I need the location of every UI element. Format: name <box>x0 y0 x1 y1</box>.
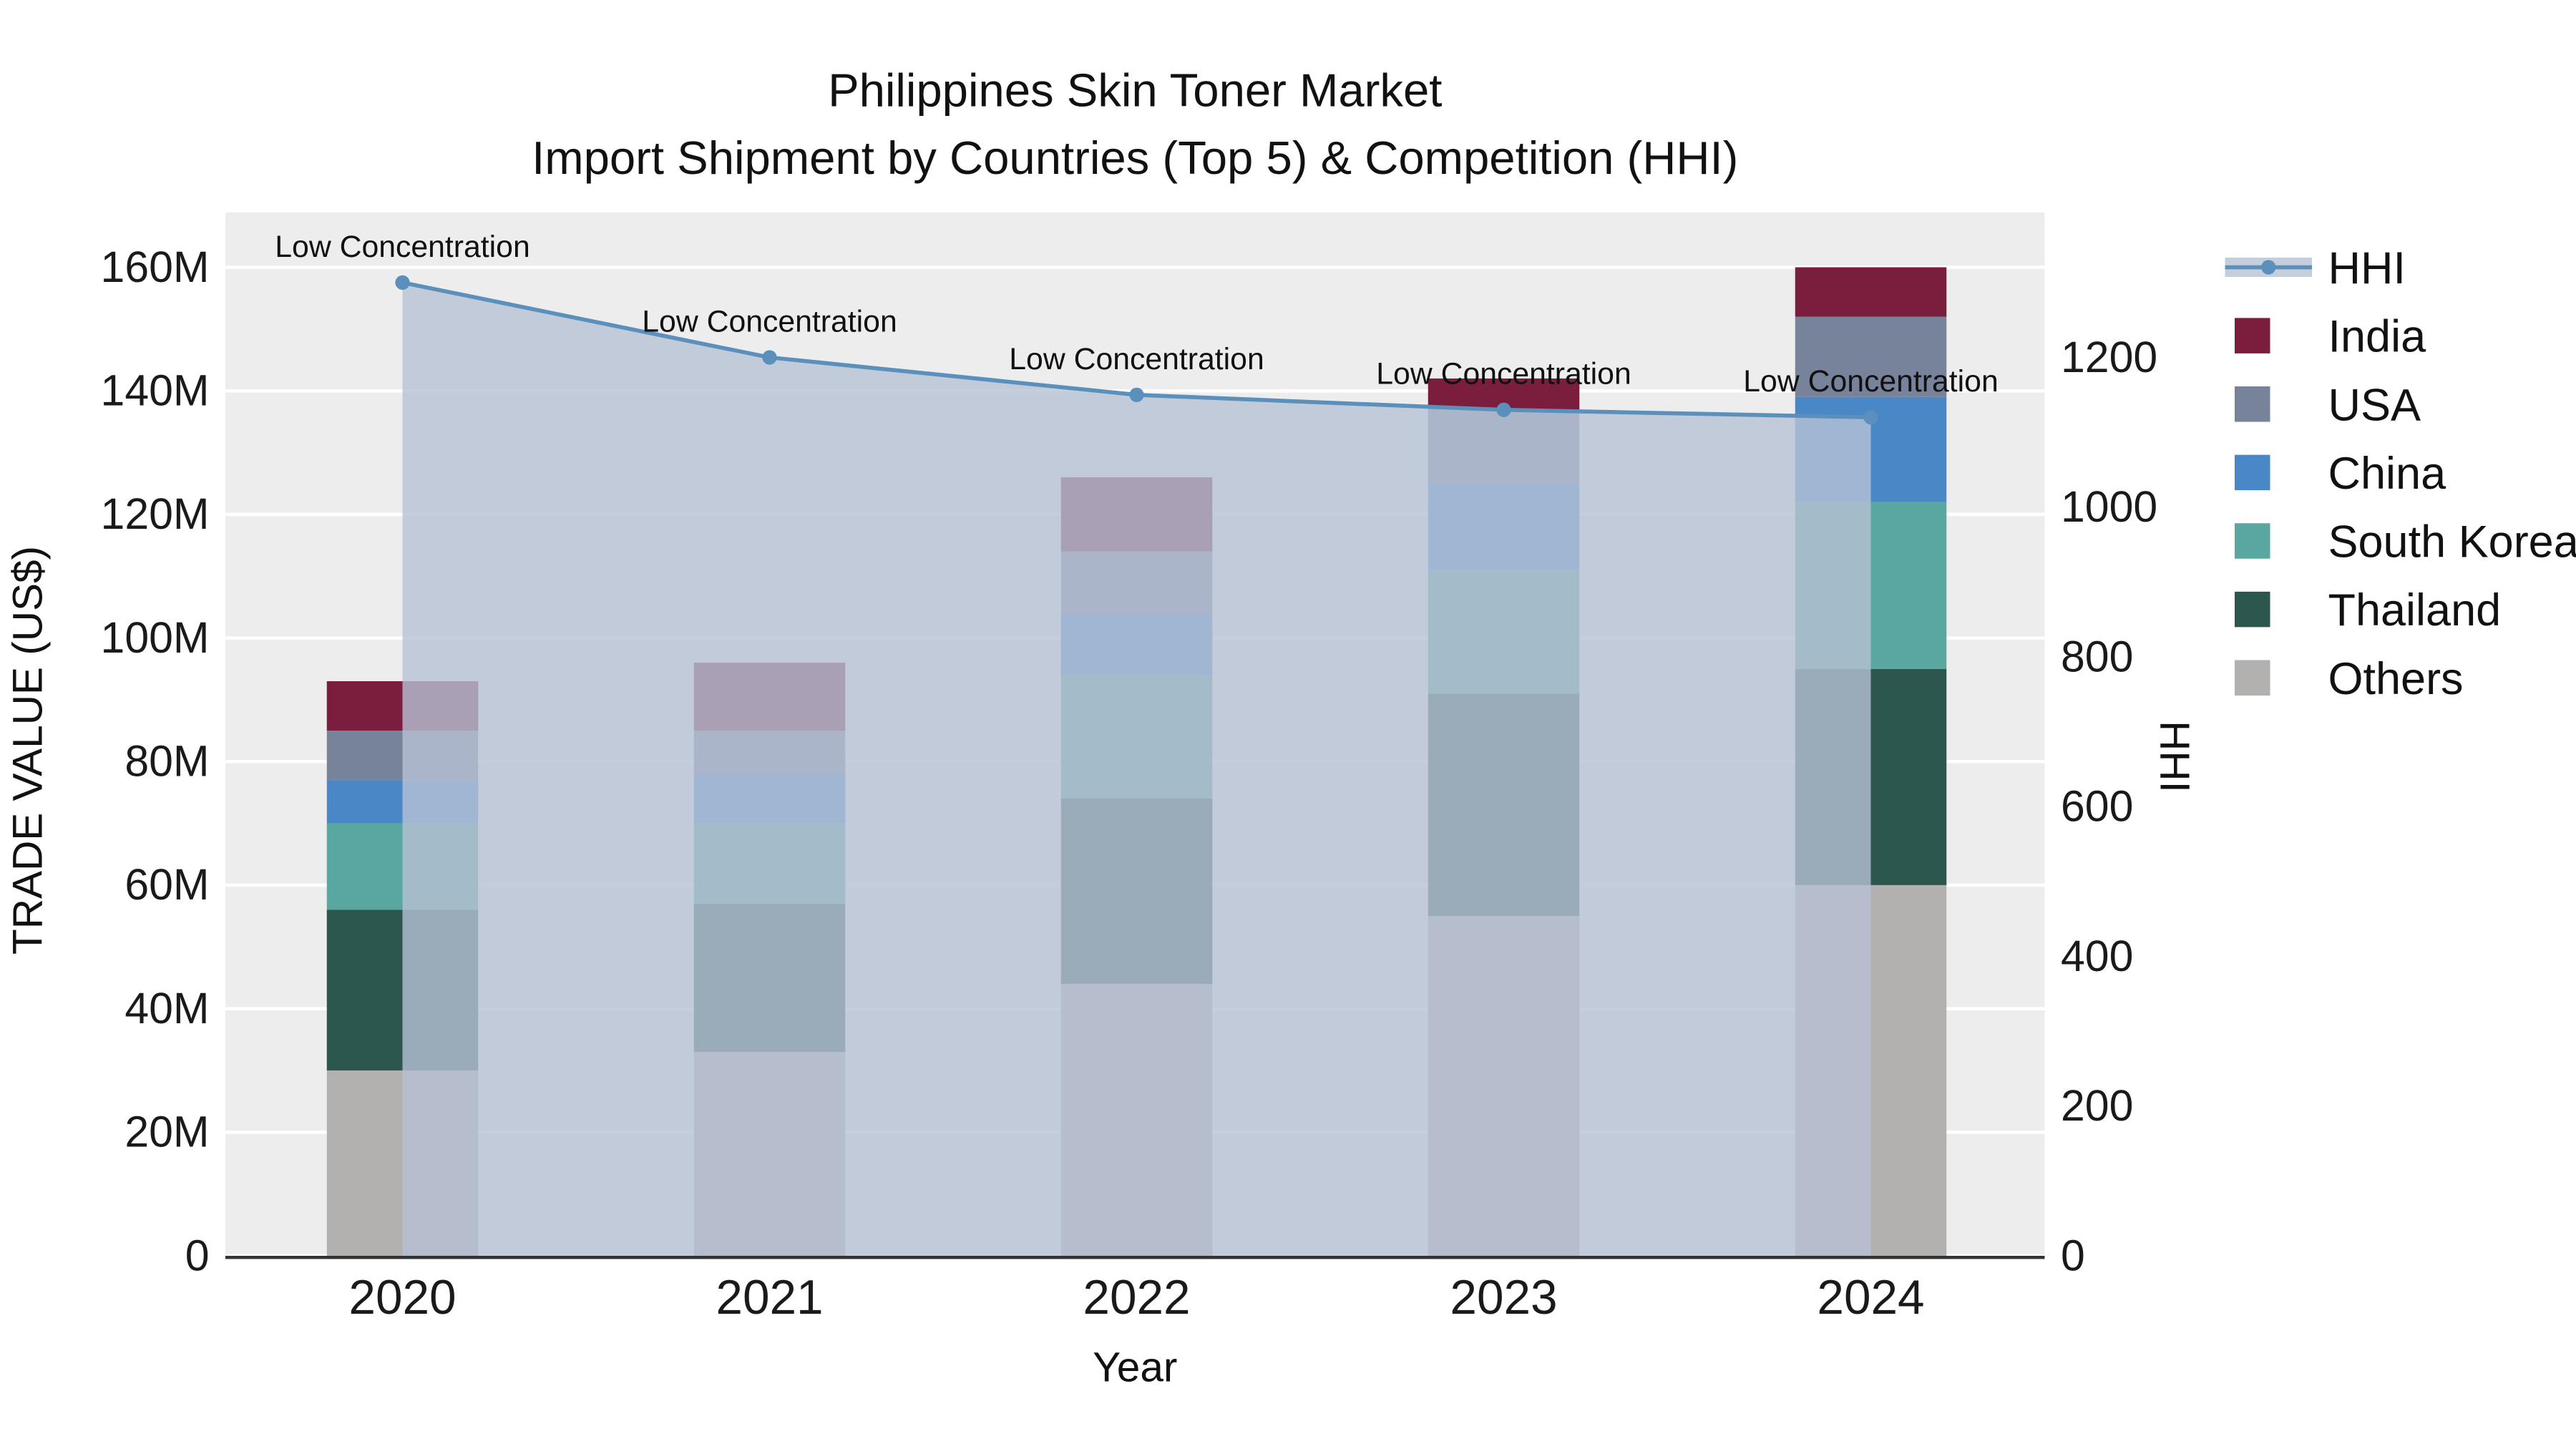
legend-label: HHI <box>2328 243 2406 293</box>
y-left-tick-label: 60M <box>125 860 209 909</box>
chart-title-line1: Philippines Skin Toner Market <box>828 64 1442 117</box>
x-tick-label-2021: 2021 <box>716 1271 823 1324</box>
y-left-tick-label: 120M <box>101 489 210 538</box>
annotations: Low Concentration Low Concentration Low Co… <box>275 230 1998 399</box>
hhi-line <box>395 275 1878 425</box>
legend-item-hhi[interactable]: HHI <box>2225 243 2406 293</box>
y-right-tick-label: 200 <box>2061 1081 2133 1130</box>
legend-label: China <box>2328 449 2447 499</box>
legend: HHI India USA China South Korea Thailand Other… <box>2225 243 2576 704</box>
annotation-label-2022: Low Concentration <box>1009 342 1264 376</box>
x-tick-label-2024: 2024 <box>1817 1271 1924 1324</box>
legend-swatch-china <box>2235 454 2270 491</box>
x-axis-title: Year <box>1093 1345 1177 1391</box>
bar-segment-usa-2024[interactable] <box>1795 316 1947 397</box>
annotation-label-2023: Low Concentration <box>1376 357 1631 391</box>
y-right-tick-label: 0 <box>2061 1231 2085 1279</box>
y-left-tick-label: 100M <box>101 613 210 662</box>
y-right-tick-label: 400 <box>2061 932 2133 980</box>
legend-label: Thailand <box>2328 585 2502 635</box>
legend-item-others[interactable]: Others <box>2235 654 2464 704</box>
y-left-tick-label: 160M <box>101 243 210 291</box>
y-right-tick-label: 1000 <box>2061 482 2157 531</box>
y-right-tick-label: 800 <box>2061 632 2133 680</box>
hhi-marker-2024[interactable] <box>1863 410 1878 425</box>
hhi-marker-2021[interactable] <box>762 350 777 365</box>
legend-swatch-thailand <box>2235 591 2270 628</box>
legend-label: USA <box>2328 380 2421 430</box>
legend-swatch-usa <box>2235 386 2270 422</box>
bar-segment-india-2024[interactable] <box>1795 267 1947 317</box>
x-tick-label-2022: 2022 <box>1083 1271 1190 1324</box>
y-right-tick-label: 1200 <box>2061 333 2157 381</box>
y-left-tick-label: 80M <box>125 737 209 786</box>
legend-item-usa[interactable]: USA <box>2235 380 2421 430</box>
legend-label: India <box>2328 312 2427 362</box>
x-tick-label-2020: 2020 <box>348 1271 456 1324</box>
legend-label: South Korea <box>2328 517 2576 567</box>
legend-item-india[interactable]: India <box>2235 312 2426 362</box>
annotation-label-2020: Low Concentration <box>275 230 530 264</box>
y-axis-title-right: HHI <box>2152 721 2198 793</box>
legend-label: Others <box>2328 654 2464 704</box>
y-left-tick-label: 20M <box>125 1108 209 1156</box>
legend-swatch-south-korea <box>2235 523 2270 559</box>
x-tick-label-2023: 2023 <box>1450 1271 1557 1324</box>
hhi-marker-2022[interactable] <box>1129 387 1144 402</box>
y-left-tick-label: 140M <box>101 366 210 414</box>
y-left-tick-label: 40M <box>125 984 209 1033</box>
y-right-tick-label: 600 <box>2061 782 2133 831</box>
y-axis-title-left: TRADE VALUE (US$) <box>4 546 51 955</box>
annotation-label-2024: Low Concentration <box>1743 364 1998 399</box>
legend-item-south-korea[interactable]: South Korea <box>2235 517 2576 567</box>
hhi-area-fill <box>402 282 1871 1256</box>
chart-title-line2: Import Shipment by Countries (Top 5) & C… <box>532 132 1738 184</box>
hhi-marker-2023[interactable] <box>1496 402 1511 417</box>
legend-hhi-marker <box>2261 260 2276 275</box>
legend-item-thailand[interactable]: Thailand <box>2235 585 2501 635</box>
axes-and-ticks: 0 20M 40M 60M 80M 100M 120M 140M 160M 0 200 400 600 8… <box>101 243 2158 1324</box>
hhi-area <box>402 282 1871 1256</box>
hhi-marker-2020[interactable] <box>395 275 410 290</box>
annotation-label-2021: Low Concentration <box>642 305 897 339</box>
legend-swatch-others <box>2235 660 2270 696</box>
legend-swatch-india <box>2235 318 2270 353</box>
legend-item-china[interactable]: China <box>2235 449 2446 499</box>
y-left-tick-label: 0 <box>185 1231 210 1279</box>
